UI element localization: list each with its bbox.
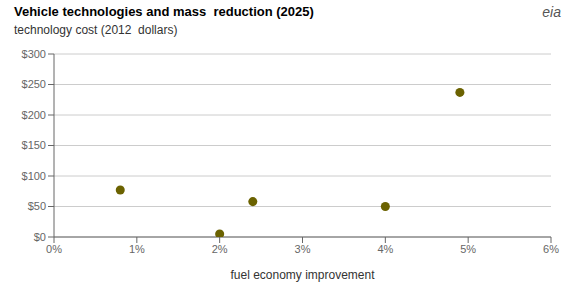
svg-text:$0: $0 [34, 231, 46, 243]
svg-text:0%: 0% [46, 243, 62, 255]
svg-text:$150: $150 [22, 139, 46, 151]
svg-text:$300: $300 [22, 48, 46, 60]
html-text:eia: eia [542, 4, 561, 20]
svg-text:$50: $50 [28, 200, 46, 212]
html-text:technology cost (2012 dollars): technology cost (2012 dollars) [14, 23, 178, 37]
svg-text:$250: $250 [22, 78, 46, 90]
svg-text:5%: 5% [460, 243, 476, 255]
svg-text:6%: 6% [543, 243, 559, 255]
svg-text:2%: 2% [212, 243, 228, 255]
svg-text:4%: 4% [377, 243, 393, 255]
svg-text:$200: $200 [22, 109, 46, 121]
svg-text:fuel economy improvement: fuel economy improvement [230, 268, 375, 282]
svg-text:$100: $100 [22, 170, 46, 182]
svg-text:1%: 1% [129, 243, 145, 255]
html-text:Vehicle technologies and mass: Vehicle technologies and mass reduction … [14, 4, 314, 19]
svg-text:3%: 3% [295, 243, 311, 255]
